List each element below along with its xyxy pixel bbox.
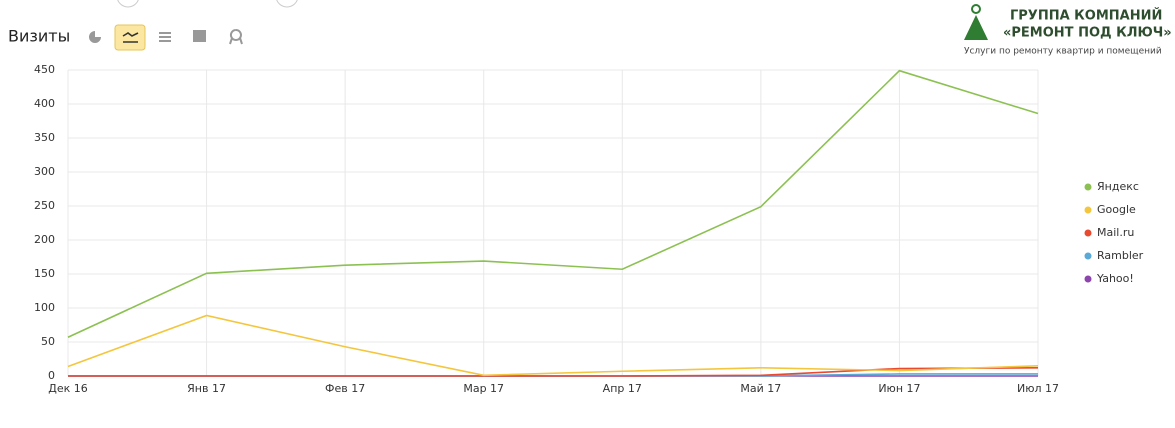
legend-swatch — [1084, 183, 1092, 191]
plot: 0 50 100 150 200 250 300 350 400 450 Дек 16 Янв 17 Ф… — [34, 63, 1144, 395]
y-tick-label: 400 — [34, 97, 55, 110]
line-icon[interactable] — [122, 32, 139, 43]
legend-swatch — [1084, 275, 1092, 283]
legend-swatch — [1084, 206, 1092, 214]
button-outline — [117, 0, 139, 8]
legend-label: Яндекс — [1097, 180, 1139, 193]
map-icon[interactable] — [229, 29, 243, 45]
legend-label: Google — [1097, 203, 1136, 216]
y-tick-label: 50 — [41, 335, 55, 348]
x-tick-label: Июн 17 — [878, 382, 920, 395]
x-tick-label: Апр 17 — [603, 382, 642, 395]
x-tick-label: Янв 17 — [187, 382, 226, 395]
series-line — [67, 314, 1039, 377]
logo-icon — [971, 4, 981, 14]
logo-line: ГРУППА КОМПАНИЙ — [1010, 8, 1162, 24]
legend-label: Yahoo! — [1096, 272, 1134, 285]
chart-type-buttons[interactable] — [89, 24, 243, 51]
logo-line: Услуги по ремонту квартир и помещений — [964, 47, 1162, 57]
pie-icon[interactable] — [89, 31, 101, 43]
x-tick-label: Май 17 — [740, 382, 781, 395]
y-tick-label: 350 — [34, 131, 55, 144]
legend-label: Mail.ru — [1097, 226, 1134, 239]
x-tick-label: Дек 16 — [48, 382, 88, 395]
y-tick-label: 150 — [34, 267, 55, 280]
line-icon-active[interactable] — [114, 24, 146, 51]
y-tick-label: 100 — [34, 301, 55, 314]
area-icon[interactable] — [159, 32, 171, 42]
chart-title: Визиты — [8, 27, 70, 46]
legend-label: Rambler — [1097, 249, 1144, 262]
logo: ГРУППА КОМПАНИЙ «РЕМОНТ ПОД КЛЮЧ» Услуги… — [950, 0, 1175, 68]
bar-icon[interactable] — [193, 30, 206, 42]
legend-swatch — [1084, 252, 1092, 260]
y-tick-label: 0 — [48, 369, 55, 382]
y-tick-label: 300 — [34, 165, 55, 178]
y-tick-label: 250 — [34, 199, 55, 212]
x-tick-label: Мар 17 — [463, 382, 504, 395]
x-tick-label: Фев 17 — [325, 382, 365, 395]
y-tick-label: 450 — [34, 63, 55, 76]
logo-background — [950, 0, 1175, 68]
y-tick-label: 200 — [34, 233, 55, 246]
x-tick-label: Июл 17 — [1017, 382, 1059, 395]
button-outline — [276, 0, 298, 8]
legend-swatch — [1084, 229, 1092, 237]
series-line — [67, 69, 1039, 338]
logo-icon — [964, 15, 988, 40]
logo-line: «РЕМОНТ ПОД КЛЮЧ» — [1003, 26, 1172, 41]
